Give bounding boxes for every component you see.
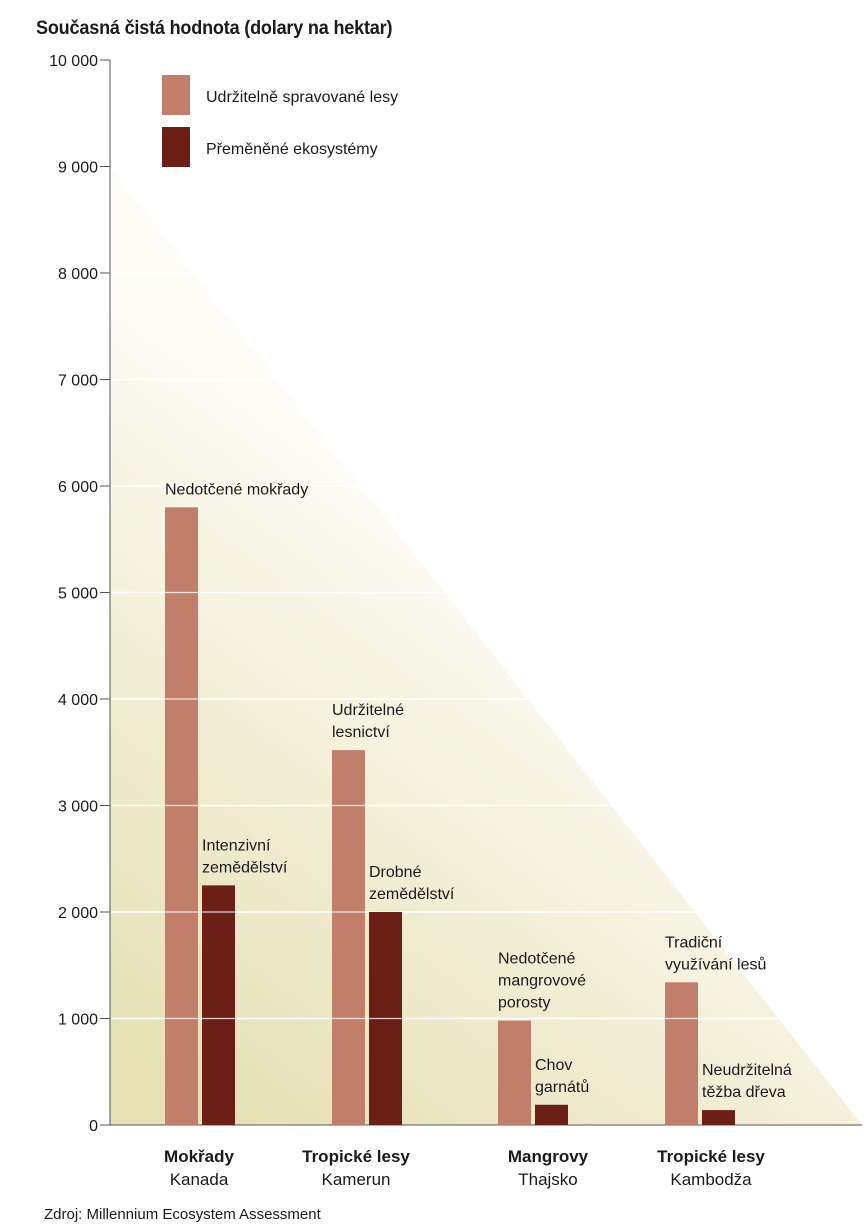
- bar-annotation: Chov: [535, 1057, 572, 1074]
- background-wedge: [110, 166, 862, 1125]
- category-label: Mokřady: [164, 1147, 234, 1166]
- category-region: Thajsko: [518, 1170, 578, 1189]
- chart-title: Současná čistá hodnota (dolary na hektar…: [36, 18, 393, 39]
- bar-annotation: Udržitelné: [332, 702, 404, 719]
- bar-annotation: mangrovové: [498, 973, 586, 990]
- bar-sustainable: [498, 1020, 531, 1125]
- bar-annotation: zemědělství: [202, 859, 288, 876]
- bar-annotation: zemědělství: [369, 886, 455, 903]
- bar-annotation: Drobné: [369, 864, 422, 881]
- category-label: Mangrovy: [508, 1147, 589, 1166]
- legend-label: Udržitelně spravované lesy: [206, 89, 398, 106]
- y-tick-label: 4 000: [58, 692, 98, 709]
- legend-swatch: [162, 127, 190, 167]
- category-region: Kambodža: [670, 1170, 752, 1189]
- bar-sustainable: [332, 750, 365, 1125]
- bar-annotation: porosty: [498, 995, 550, 1012]
- bar-converted: [202, 885, 235, 1125]
- bar-annotation: lesnictví: [332, 724, 390, 741]
- legend-swatch: [162, 75, 190, 115]
- category-label: Tropické lesy: [302, 1147, 410, 1166]
- bar-annotation: využívání lesů: [665, 955, 766, 973]
- legend-label: Přeměněné ekosystémy: [206, 141, 378, 158]
- source-note: Zdroj: Millennium Ecosystem Assessment: [44, 1206, 321, 1223]
- bar-annotation: Nedotčené mokřady: [165, 481, 308, 498]
- y-tick-label: 5 000: [58, 586, 98, 603]
- bar-annotation: Tradiční: [665, 934, 723, 951]
- bar-annotation: garnátů: [535, 1078, 589, 1096]
- y-tick-label: 10 000: [49, 53, 98, 70]
- category-region: Kamerun: [322, 1170, 391, 1189]
- bar-annotation: Intenzivní: [202, 837, 271, 854]
- bar-sustainable: [165, 507, 198, 1125]
- category-region: Kanada: [170, 1170, 229, 1189]
- bar-converted: [535, 1104, 568, 1125]
- y-tick-label: 6 000: [58, 479, 98, 496]
- bar-sustainable: [665, 982, 698, 1125]
- y-tick-label: 0: [89, 1118, 98, 1135]
- y-tick-label: 3 000: [58, 799, 98, 816]
- bar-annotation: Neudržitelná: [702, 1062, 792, 1079]
- bar-annotation: Nedotčené: [498, 951, 575, 968]
- bar-annotation: těžba dřeva: [702, 1084, 786, 1101]
- category-label: Tropické lesy: [657, 1147, 765, 1166]
- y-tick-label: 8 000: [58, 266, 98, 283]
- y-tick-label: 2 000: [58, 905, 98, 922]
- y-tick-label: 1 000: [58, 1012, 98, 1029]
- y-tick-label: 7 000: [58, 373, 98, 390]
- y-tick-label: 9 000: [58, 160, 98, 177]
- bar-converted: [702, 1110, 735, 1125]
